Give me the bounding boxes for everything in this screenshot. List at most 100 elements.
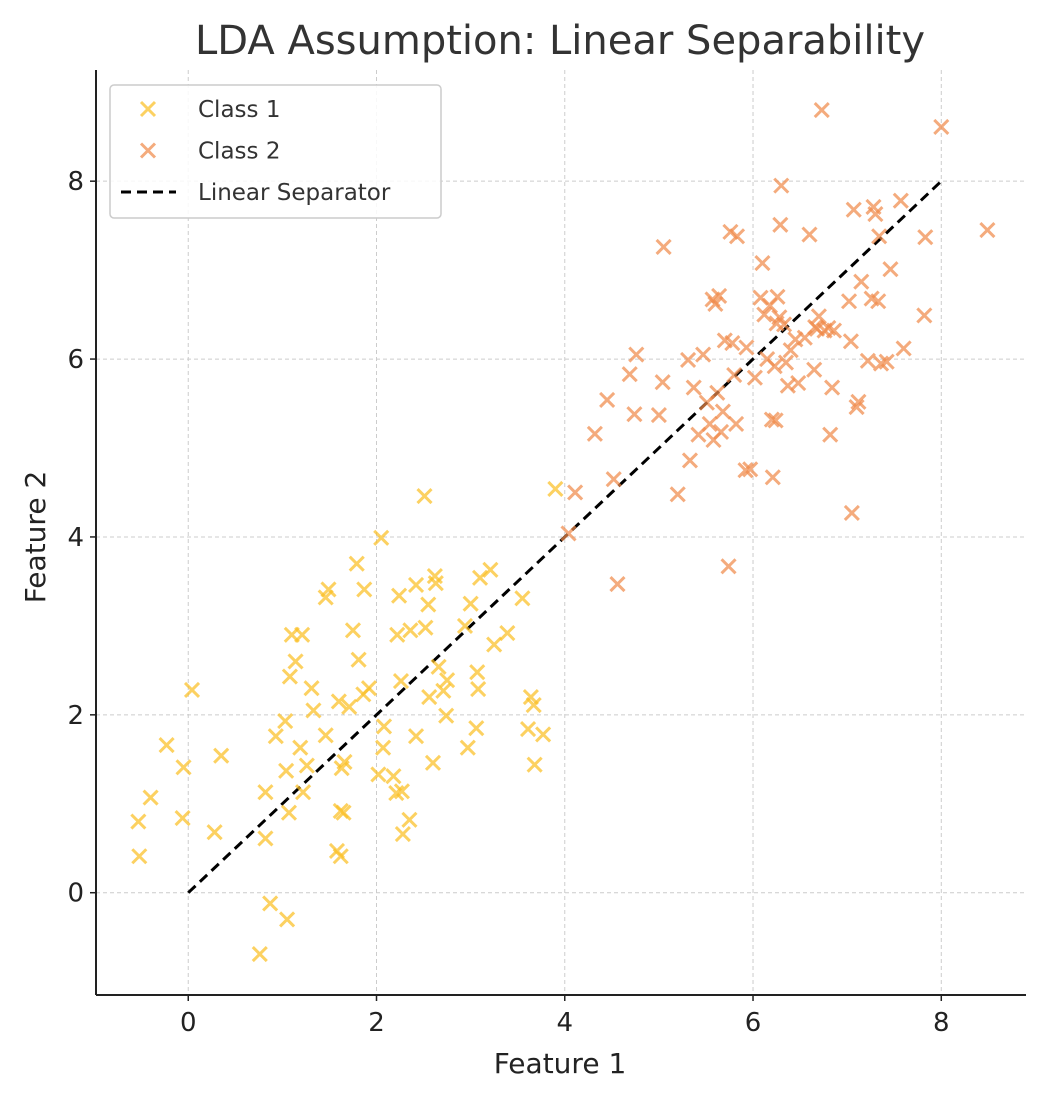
scatter-point — [336, 753, 353, 771]
scatter-point — [655, 238, 672, 256]
scatter-point — [525, 696, 542, 714]
scatter-point — [773, 177, 790, 194]
scatter-point — [695, 346, 712, 363]
scatter-point — [213, 747, 230, 764]
x-tick-label: 4 — [556, 1008, 573, 1038]
scatter-point — [430, 658, 447, 675]
scatter-point — [183, 681, 201, 698]
y-axis-label: Feature 2 — [19, 471, 52, 604]
y-tick-label: 8 — [67, 167, 84, 197]
scatter-point — [810, 308, 827, 325]
scatter-point — [175, 759, 192, 776]
y-tick-label: 2 — [67, 701, 84, 731]
scatter-point — [499, 624, 516, 642]
scatter-point — [486, 636, 503, 653]
scatter-point — [701, 415, 718, 433]
scatter-point — [421, 688, 438, 706]
scatter-point — [401, 811, 418, 828]
scatter-point — [840, 293, 858, 310]
scatter-point — [417, 619, 434, 636]
scatter-point — [535, 726, 552, 743]
scatter-point — [933, 118, 950, 135]
scatter-point — [979, 222, 996, 239]
scatter-point — [360, 680, 378, 697]
y-tick-label: 0 — [67, 879, 84, 909]
grid-lines — [96, 70, 1026, 995]
scatter-point — [916, 307, 933, 324]
x-axis-label: Feature 1 — [494, 1047, 627, 1080]
scatter-point — [764, 469, 781, 486]
scatter-point — [724, 334, 741, 352]
scatter-point — [356, 581, 373, 598]
scatter-point — [680, 351, 697, 369]
x-tick-label: 2 — [368, 1008, 385, 1038]
scatter-point — [267, 728, 284, 745]
scatter-point — [746, 369, 763, 386]
scatter-point — [754, 254, 771, 272]
legend-label-class-2: Class 2 — [198, 139, 280, 165]
scatter-point — [878, 353, 895, 370]
y-tick-label: 4 — [67, 523, 84, 553]
scatter-point — [806, 361, 823, 378]
scatter-point — [714, 403, 731, 420]
axes-spines — [95, 70, 1026, 996]
scatter-point — [769, 288, 786, 305]
scatter-points — [130, 101, 996, 963]
scatter-point — [158, 737, 175, 754]
scatter-point — [420, 596, 437, 613]
scatter-point — [822, 426, 839, 443]
scatter-point — [295, 784, 312, 801]
scatter-point — [870, 293, 887, 310]
scatter-point — [251, 946, 268, 963]
scatter-point — [393, 783, 410, 800]
scatter-point — [709, 384, 726, 401]
scatter-point — [279, 911, 296, 928]
scatter-point — [519, 721, 537, 738]
scatter-point — [845, 201, 862, 218]
scatter-point — [859, 352, 876, 369]
scatter-point — [438, 707, 455, 724]
scatter-point — [728, 415, 745, 433]
scatter-point — [871, 228, 888, 245]
scatter-point — [305, 702, 322, 719]
scatter-point — [402, 622, 419, 639]
y-tick-label: 6 — [67, 345, 84, 375]
scatter-point — [825, 322, 843, 339]
x-axis-ticks: 0 2 4 6 8 — [180, 995, 950, 1038]
legend-marker-class-1 — [139, 100, 157, 118]
scatter-point — [257, 784, 274, 801]
series-class-2 — [560, 101, 996, 593]
scatter-point — [621, 366, 638, 383]
scatter-point — [394, 825, 411, 843]
scatter-point — [344, 622, 362, 639]
scatter-point — [292, 739, 309, 756]
scatter-point — [586, 425, 603, 442]
scatter-point — [560, 525, 577, 542]
scatter-point — [385, 768, 402, 785]
scatter-point — [277, 712, 294, 730]
scatter-point — [720, 558, 737, 575]
legend-label-linear-separator: Linear Separator — [198, 180, 391, 206]
scatter-point — [416, 487, 433, 505]
scatter-point — [370, 766, 387, 783]
scatter-point — [742, 461, 759, 478]
scatter-point — [375, 718, 393, 735]
scatter-point — [469, 664, 486, 681]
scatter-point — [391, 587, 408, 604]
scatter-point — [771, 309, 788, 326]
scatter-point — [707, 295, 724, 312]
series-class-1 — [130, 480, 564, 963]
scatter-point — [439, 672, 456, 689]
scatter-point — [766, 358, 783, 375]
scatter-point — [712, 423, 730, 441]
scatter-point — [567, 484, 584, 501]
scatter-point — [776, 316, 793, 333]
scatter-point — [435, 682, 452, 699]
scatter-point — [470, 680, 487, 698]
scatter-point — [330, 693, 347, 710]
scatter-point — [867, 206, 884, 223]
scatter-point — [257, 830, 274, 847]
legend: Class 1 Class 2 Linear Separator — [109, 84, 442, 219]
scatter-point — [389, 626, 406, 643]
